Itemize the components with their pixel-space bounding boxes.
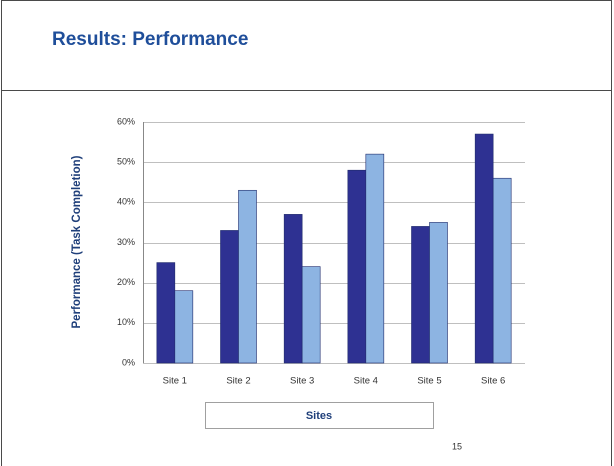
bar [474, 133, 494, 364]
bar [156, 262, 176, 364]
x-tick-label: Site 4 [354, 376, 378, 387]
bar [174, 290, 194, 364]
y-tick-label: 10% [117, 317, 135, 327]
x-tick-label: Site 6 [481, 376, 505, 387]
bar [365, 153, 385, 364]
x-tick-label: Site 3 [290, 376, 314, 387]
y-tick-label: 20% [117, 277, 135, 287]
y-tick-label: 60% [117, 116, 135, 126]
x-tick-label: Site 2 [226, 376, 250, 387]
bar [283, 214, 303, 364]
bar [301, 266, 321, 364]
y-tick-label: 40% [117, 197, 135, 207]
y-tick-label: 30% [117, 237, 135, 247]
x-axis-label: Sites [306, 410, 332, 422]
bar [347, 169, 367, 364]
bar [220, 230, 239, 364]
bar [492, 177, 512, 364]
x-label-box [205, 402, 434, 429]
bar [411, 226, 430, 364]
slide-title: Results: Performance [52, 29, 248, 50]
page-number: 15 [452, 441, 462, 451]
y-axis-label: Performance (Task Completion) [71, 155, 83, 328]
y-tick-label: 0% [122, 357, 135, 367]
bar [238, 189, 257, 364]
y-tick-label: 50% [117, 157, 135, 167]
bar [429, 222, 448, 364]
x-tick-label: Site 1 [163, 376, 187, 387]
x-tick-label: Site 5 [417, 376, 441, 387]
